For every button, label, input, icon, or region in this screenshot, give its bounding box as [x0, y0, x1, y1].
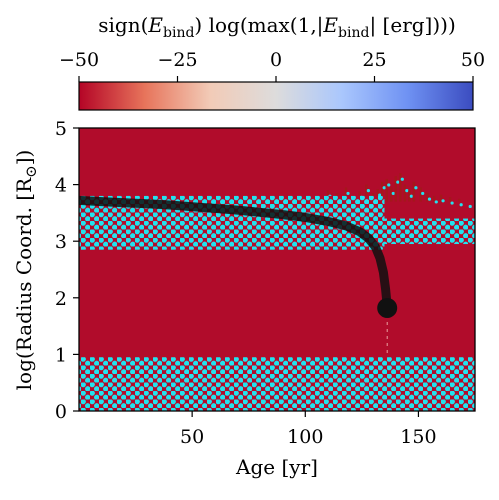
colorbar-label: sign(Ebind) log(max(1,|Ebind| [erg]))) [98, 13, 456, 41]
x-tick-label: 100 [287, 426, 323, 448]
convective-band [384, 218, 475, 245]
surface-spike [394, 176, 397, 202]
surface-spike-dot [427, 197, 432, 201]
y-tick-label: 3 [55, 231, 67, 253]
colorbar-tick-label: 50 [461, 49, 485, 71]
surface-spike-dot [421, 191, 425, 196]
surface-spike [403, 184, 407, 202]
surface-spike-dot [387, 183, 391, 187]
x-tick-label: 150 [400, 426, 436, 448]
y-tick-label: 2 [55, 288, 67, 310]
track [79, 195, 398, 355]
colorbar-gradient [78, 81, 474, 111]
surface-spike-dot [441, 199, 445, 203]
y-axis-ticks: 0 1 2 3 4 5 [55, 118, 79, 423]
y-axis-label: log(Radius Coord. [R⊙]) [12, 150, 40, 391]
x-axis-ticks: 50 100 150 [180, 411, 437, 448]
surface-spike [344, 187, 348, 202]
track-line [79, 195, 392, 313]
surface-spike [326, 190, 330, 202]
surface-spike [439, 194, 443, 202]
surface-spike [433, 195, 436, 202]
y-tick-label: 1 [55, 344, 67, 366]
colorbar-ticks [78, 76, 474, 82]
surface-spike-dot [459, 203, 463, 207]
surface-spike [412, 181, 416, 202]
colorbar-tick-label: 25 [362, 49, 386, 71]
surface-spike-dot [366, 189, 370, 193]
colorbar-tick-labels: −50 −25 0 25 50 [59, 49, 485, 71]
colorbar-tick-label: −25 [157, 49, 197, 71]
surface-spike [390, 187, 393, 202]
surface-spike-dot [396, 180, 400, 184]
surface-spike [376, 189, 379, 202]
convective-band [79, 357, 475, 411]
surface-spike [448, 197, 452, 202]
surface-spike [365, 184, 368, 202]
surface-spike-dot [382, 186, 386, 190]
x-axis-label: Age [yr] [235, 455, 318, 479]
surface-spike [467, 200, 470, 202]
surface-spike [408, 190, 411, 202]
surface-spike-dot [346, 191, 350, 196]
y-tick-label: 5 [55, 118, 67, 140]
surface-spike [381, 181, 384, 202]
surface-spike-dot [434, 200, 438, 204]
track-endpoint [377, 297, 398, 318]
y-tick-label: 4 [55, 175, 67, 197]
y-tick-label: 0 [55, 401, 67, 423]
surface-spike-dot [414, 186, 418, 190]
colorbar-tick-label: 0 [270, 49, 282, 71]
surface-spike [457, 198, 461, 202]
colorbar-tick-label: −50 [59, 49, 99, 71]
surface-spike-dot [450, 201, 454, 205]
plot-frame [78, 127, 476, 412]
x-tick-label: 50 [180, 426, 204, 448]
surface-spike-dot [391, 191, 395, 196]
surface-spike [385, 178, 388, 202]
surface-spike [399, 173, 402, 202]
surface-spike-dot [405, 189, 409, 193]
surface-spike-dot [409, 194, 413, 198]
surface-spike-dot [400, 177, 404, 181]
surface-spike [426, 193, 429, 202]
plot-area: 50 100 150 0 1 2 3 4 5 Age [yr] log(Radius Coor… [12, 118, 476, 479]
colorbar: sign(Ebind) log(max(1,|Ebind| [erg]))) −… [59, 13, 485, 111]
surface-spike-dot [468, 204, 472, 209]
surface-spike [419, 187, 422, 202]
